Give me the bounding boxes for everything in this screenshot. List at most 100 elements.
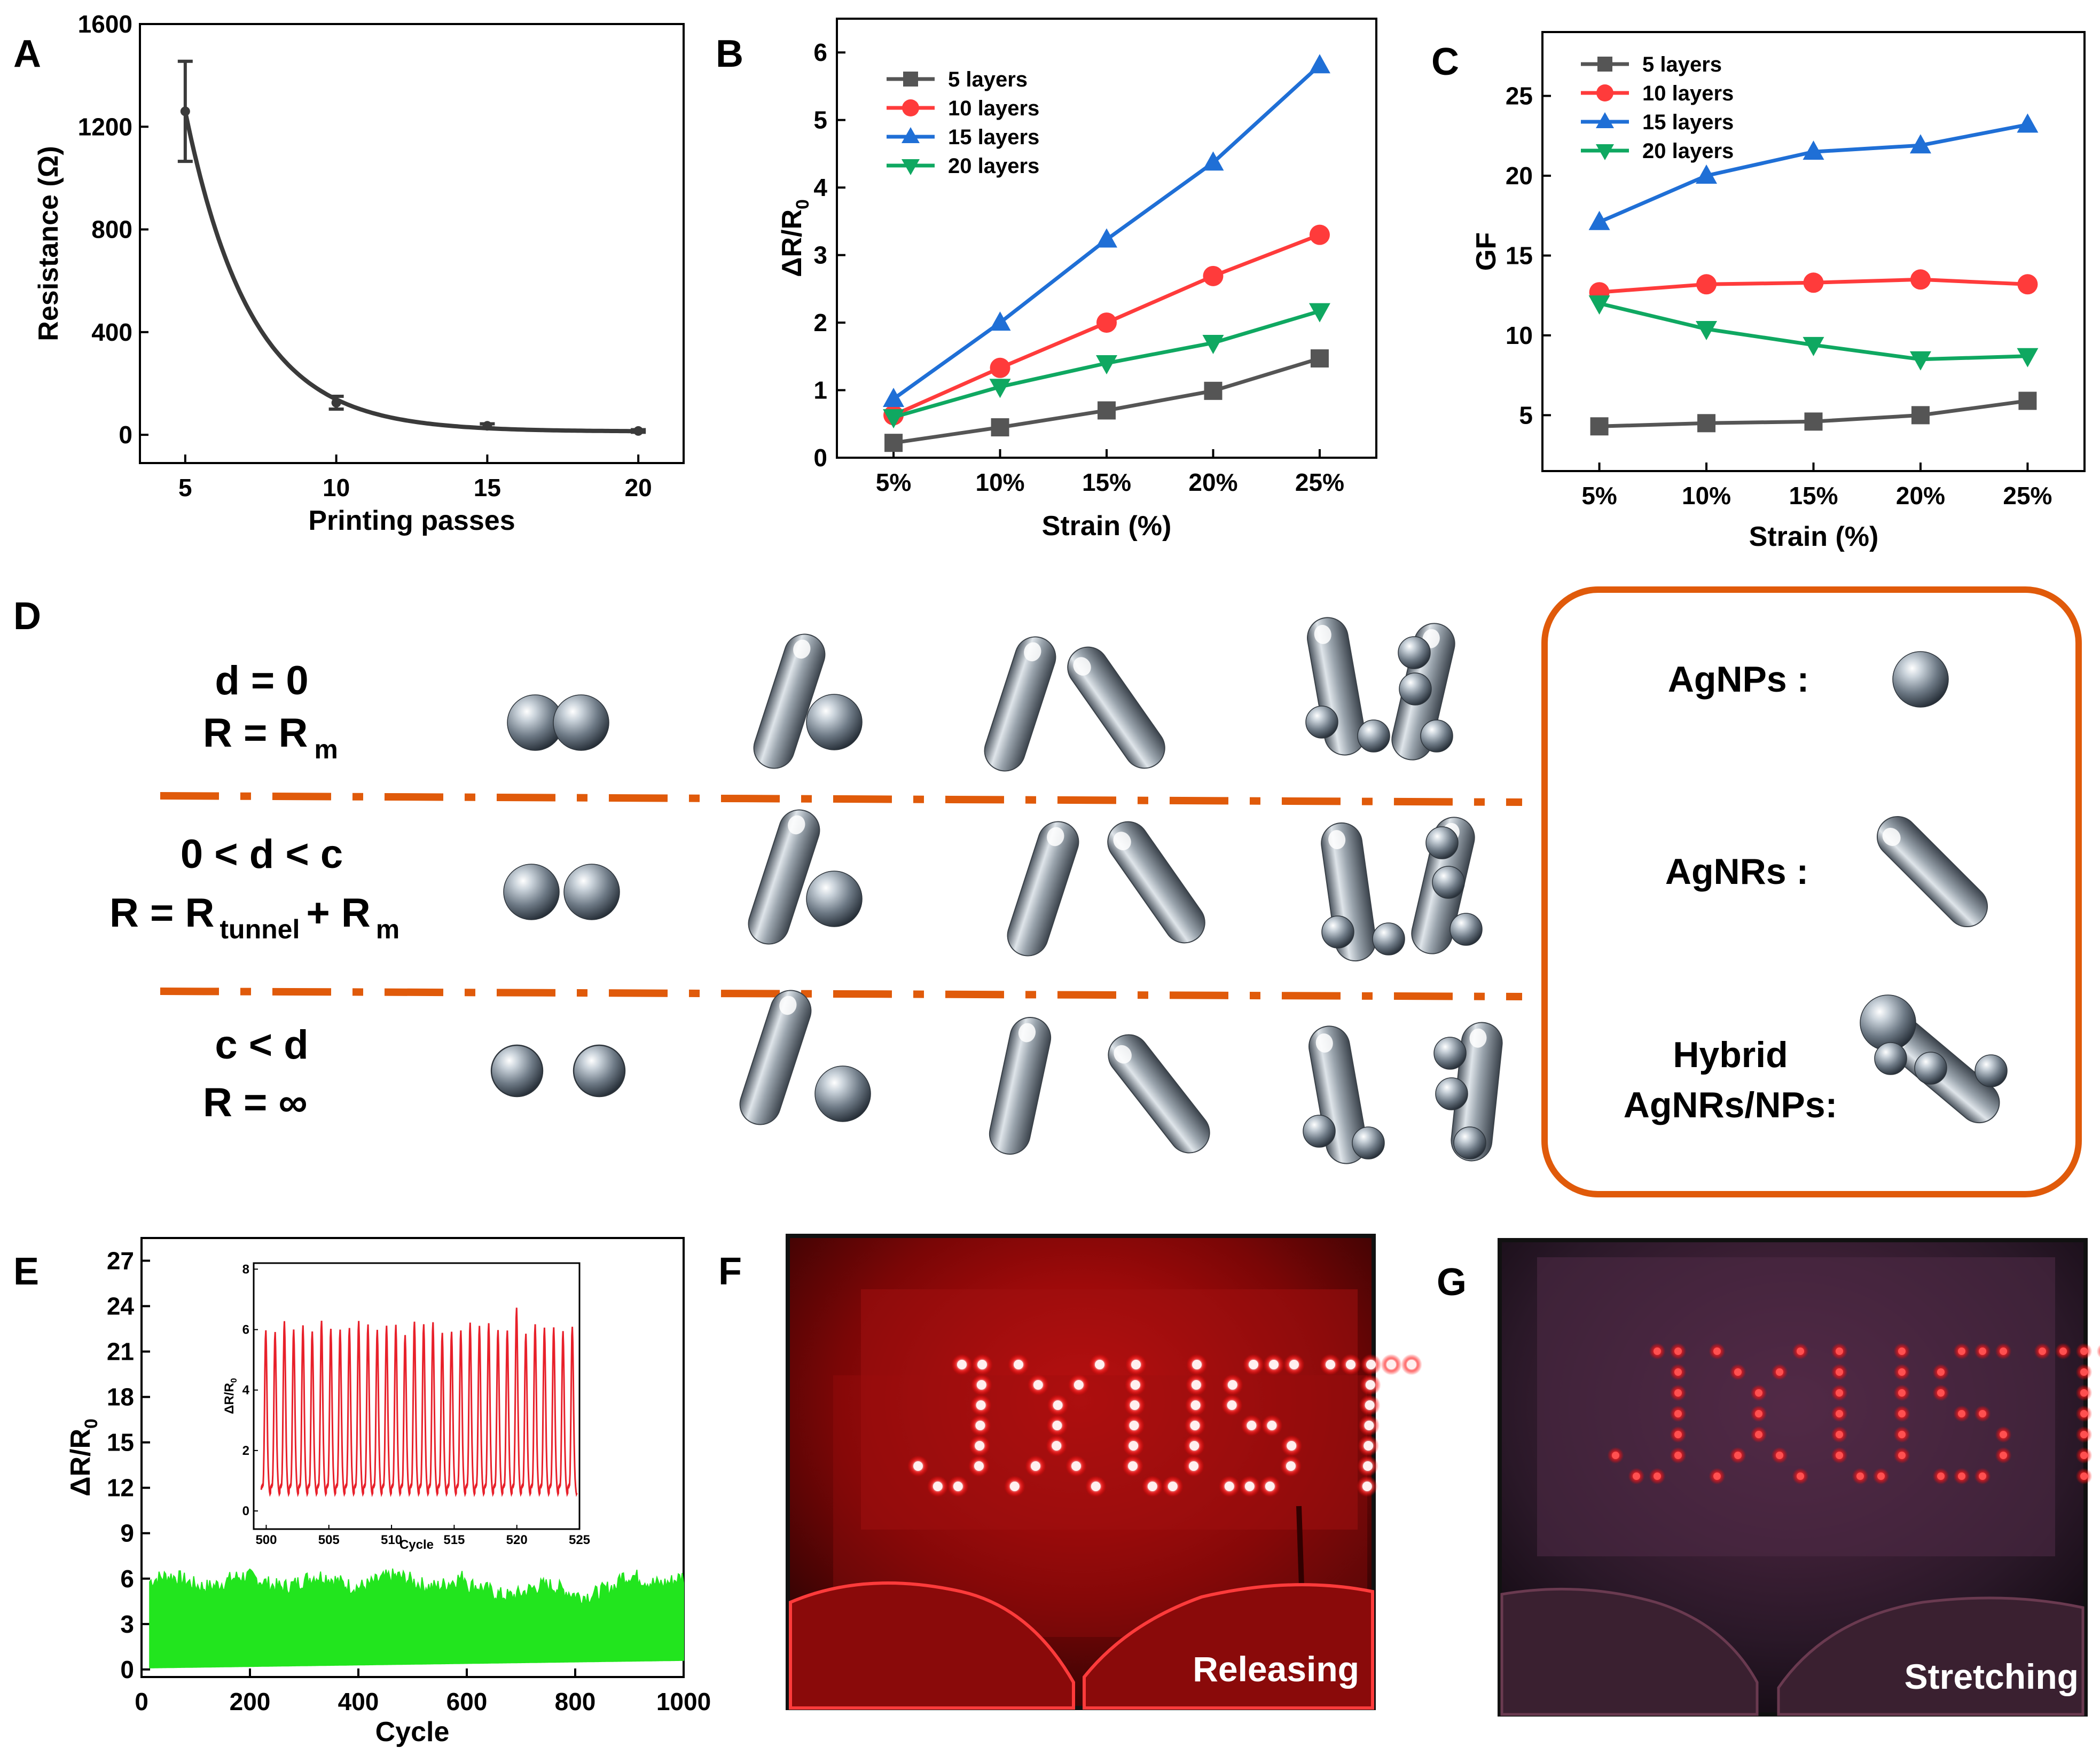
led-dot [2039, 1347, 2046, 1355]
panel-b-chart: B 5% 10% 15% 20% 25% 0 1 2 3 4 5 6 5 layers 10 layer… [716, 18, 1377, 542]
led-dot [977, 1360, 987, 1369]
panel-c-data-point [1804, 412, 1823, 431]
led-dot [2080, 1347, 2088, 1355]
panel-b-ytick-label: 3 [813, 241, 827, 269]
led-dot [1265, 1482, 1275, 1491]
led-dot [957, 1360, 967, 1369]
panel-a-point [482, 421, 492, 431]
panel-e-ytick-label: 27 [107, 1247, 134, 1275]
led-dot [1363, 1461, 1373, 1471]
panel-b-data-point [1309, 224, 1330, 245]
led-dot [1898, 1452, 1906, 1459]
panel-c-chart: C 5% 10% 15% 20% 25% 5 10 15 20 25 5 layers 10 lay… [1431, 31, 2086, 552]
panel-b-data-point [883, 409, 905, 429]
panel-e-inset-xlabel: Cycle [399, 1538, 434, 1552]
row2-hybrid [1318, 812, 1483, 965]
led-dot [1009, 1482, 1020, 1491]
panel-c-legend-marker [1597, 57, 1612, 72]
panel-b-xtick-label: 15% [1082, 468, 1131, 496]
led-dot [1755, 1389, 1762, 1397]
panel-b-xtick-label: 5% [876, 468, 911, 496]
panel-b-data-point [1202, 335, 1224, 355]
panel-e-xtick-label: 0 [135, 1688, 148, 1715]
led-dot [1958, 1347, 1965, 1355]
led-dot [1755, 1410, 1762, 1417]
panel-b-ylabel-main: ΔR/R [777, 209, 808, 277]
row1-nr-nr [978, 631, 1173, 777]
led-glow [2096, 1344, 2100, 1358]
photo-f-caption: Releasing [1193, 1649, 1359, 1689]
panel-e-inset-ytick-label: 8 [242, 1262, 249, 1276]
row3-resistance: R = ∞ [203, 1080, 308, 1125]
panel-c-data-point [2017, 274, 2038, 295]
panel-c-xtick-label: 10% [1682, 482, 1731, 510]
panel-c-data-point [1803, 272, 1824, 293]
separator-line-1 [160, 792, 1523, 806]
led-dot [1776, 1368, 1783, 1376]
separator-line-2 [160, 988, 1523, 1000]
panel-c-data-point [1696, 164, 1718, 184]
led-dot [1286, 1461, 1296, 1471]
panel-a-ytick-label: 400 [91, 318, 132, 346]
panel-e-ylabel-sub: 0 [81, 1419, 101, 1429]
panel-e-inset-ticks: 500 505 510 515 520 525 0 2 4 6 8 [242, 1262, 590, 1547]
panel-a-ytick-label: 1200 [78, 113, 132, 140]
panel-e-inset-xtick-label: 505 [318, 1533, 340, 1547]
panel-b-legend-marker [903, 72, 918, 87]
panel-b-ytick-label: 4 [813, 174, 827, 201]
panel-c-ytick-label: 10 [1506, 322, 1533, 349]
panel-b-ylabel-sub: 0 [793, 199, 813, 209]
legend-hybrid-shape [1860, 994, 2009, 1132]
led-dot [1244, 1482, 1255, 1491]
panel-a-axes-frame [139, 23, 685, 464]
panel-e-xtick-label: 1000 [656, 1688, 711, 1715]
panel-a-xtick-label: 20 [625, 474, 652, 502]
panel-b-data-point [1310, 349, 1329, 368]
panel-b-legend-text: 15 layers [948, 126, 1039, 149]
panel-b-data-point [1204, 381, 1223, 400]
led-dot [1131, 1360, 1141, 1369]
led-dot [2080, 1389, 2088, 1397]
led-dot [1326, 1360, 1335, 1369]
panel-b-ticks: 5% 10% 15% 20% 25% 0 1 2 3 4 5 6 [813, 38, 1344, 496]
led-dot [1031, 1461, 1040, 1471]
led-dot [1674, 1431, 1682, 1438]
led-dot [1937, 1368, 1945, 1376]
led-dot [1755, 1431, 1762, 1438]
led-dot [1674, 1347, 1682, 1355]
panel-e-ytick-label: 9 [120, 1519, 134, 1547]
panel-b-ytick-label: 2 [813, 309, 827, 336]
panel-a-xtick-label: 15 [474, 474, 501, 502]
panel-b-data-point [989, 311, 1011, 331]
panel-c-legend-marker [1596, 144, 1614, 160]
mechanism-legend-box [1541, 586, 2082, 1197]
legend-hybrid-label-1: Hybrid [1673, 1035, 1788, 1075]
panel-c-legend-text: 10 layers [1642, 82, 1734, 105]
panel-e-ylabel: ΔR/R0 [65, 1419, 101, 1497]
led-dot [2000, 1347, 2007, 1355]
led-dot [1071, 1461, 1081, 1471]
led-dot [1167, 1482, 1178, 1491]
panel-e-ytick-label: 0 [120, 1656, 134, 1683]
led-dot [1346, 1360, 1355, 1369]
legend-hybrid-label-2: AgNRs/NPs: [1624, 1085, 1838, 1125]
led-dot [976, 1400, 986, 1410]
panel-c-xtick-label: 15% [1789, 482, 1838, 510]
photo-g-finger-left [1500, 1587, 1759, 1716]
row3-nr-nr [985, 1013, 1218, 1162]
led-dot [1898, 1389, 1906, 1397]
panel-b-legend-marker [902, 99, 919, 116]
led-dot [1612, 1452, 1619, 1459]
panel-b-legend-marker [902, 127, 920, 143]
panel-c-legend-marker [1596, 84, 1613, 101]
panel-b-data-point [1203, 265, 1224, 286]
led-dot [1797, 1472, 1804, 1480]
panel-c-data-point [1590, 417, 1609, 436]
panel-c-ytick-label: 20 [1506, 162, 1533, 190]
panel-e-ytick-label: 6 [120, 1565, 134, 1593]
panel-c-series [1588, 113, 2039, 436]
panel-c-xtick-label: 20% [1896, 482, 1945, 510]
led-dot [1128, 1461, 1138, 1471]
